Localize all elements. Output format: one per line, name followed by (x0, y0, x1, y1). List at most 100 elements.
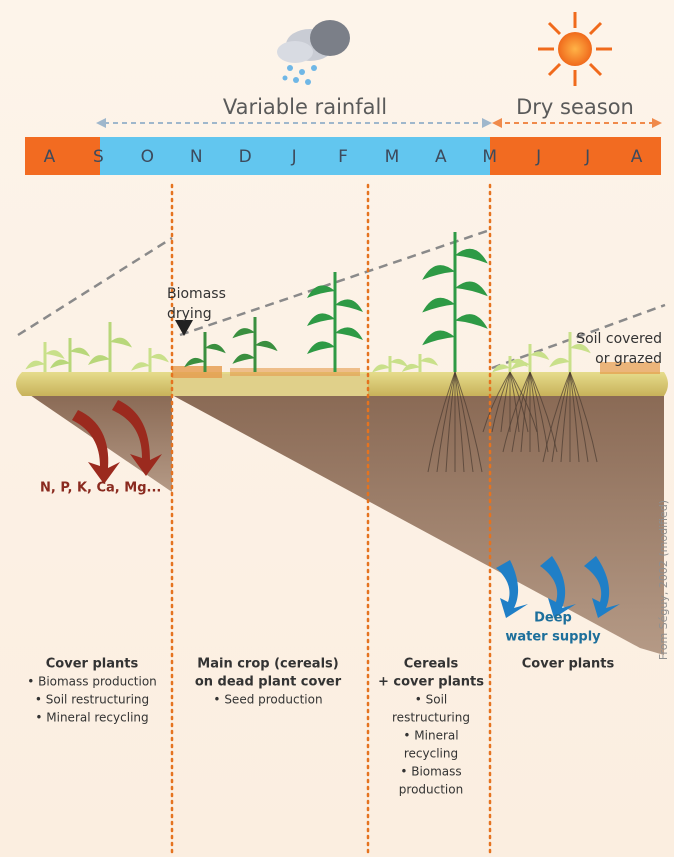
soil-right (172, 395, 664, 655)
leaf (25, 360, 45, 370)
leaf (45, 350, 65, 359)
plant (88, 322, 132, 372)
leaf (232, 353, 255, 364)
plant (401, 354, 439, 373)
root (436, 371, 456, 473)
leaf (255, 340, 278, 352)
leaf (422, 297, 455, 313)
leaf (307, 313, 335, 326)
separators (170, 183, 492, 857)
root (509, 371, 520, 433)
root (569, 371, 589, 463)
root (454, 371, 474, 473)
column-title: + cover plants (378, 675, 484, 690)
root (509, 371, 529, 433)
leaf (110, 337, 132, 348)
column-title: Cover plants (522, 657, 615, 672)
dry-biomass (230, 368, 360, 376)
leaf (70, 347, 91, 357)
leaf (492, 364, 510, 373)
month-label: N (190, 147, 203, 167)
rain-band (100, 137, 490, 175)
column-item: • Biomass (400, 765, 461, 779)
season-label: Variable rainfall (223, 95, 387, 119)
plant (542, 332, 598, 463)
leaf (372, 364, 390, 373)
month-label: M (482, 147, 497, 167)
leaf (232, 328, 255, 339)
plant (307, 272, 363, 372)
leaf (549, 357, 570, 368)
cloud-icon (277, 20, 350, 85)
month-label: A (631, 147, 643, 167)
month-label: F (338, 147, 348, 167)
root (491, 371, 511, 433)
root (511, 371, 531, 453)
leaf (307, 285, 335, 298)
leaf (455, 248, 488, 264)
column-title: Cover plants (46, 657, 139, 672)
column-item: production (399, 783, 463, 797)
plant (184, 332, 226, 372)
leaf (455, 281, 488, 297)
month-label: A (435, 147, 447, 167)
annotation: water supply (505, 630, 601, 645)
plant (49, 338, 91, 372)
root (542, 371, 571, 463)
column-item: • Soil (415, 693, 448, 707)
annotation: drying (167, 306, 212, 322)
leaf (88, 355, 110, 365)
month-label: S (93, 147, 104, 167)
leaf (335, 327, 363, 340)
leaf (530, 351, 550, 361)
column-item: restructuring (392, 711, 470, 725)
leaf (509, 358, 528, 367)
column-title: Cereals (404, 657, 459, 672)
annotation: Deep (534, 611, 572, 626)
leaf (570, 343, 591, 354)
root (551, 371, 571, 463)
leaf (335, 299, 363, 312)
leaf (422, 330, 455, 346)
root (445, 371, 456, 473)
leaf (184, 357, 205, 368)
water-arrows (496, 556, 620, 618)
leaf (422, 265, 455, 280)
mineral-label: N, P, K, Ca, Mg... (40, 481, 161, 496)
season-label: Dry season (516, 95, 634, 119)
root (560, 371, 571, 463)
annotation: or grazed (595, 351, 662, 367)
plant (482, 356, 538, 433)
sun-icon (538, 12, 612, 86)
leaf (49, 359, 70, 369)
plant (25, 342, 65, 372)
root (509, 371, 538, 433)
month-label: J (584, 147, 590, 167)
growth-lines (17, 228, 666, 370)
mulch (172, 374, 368, 396)
leaf (401, 363, 420, 373)
dry-biomass (172, 366, 222, 378)
root (569, 371, 580, 463)
column-item: • Biomass production (27, 675, 157, 689)
column-title: Main crop (cereals) (197, 657, 338, 672)
dry-biomass (600, 362, 660, 374)
root (454, 371, 483, 473)
month-label: J (535, 147, 541, 167)
annotation: Biomass (167, 286, 226, 302)
column-item: • Mineral recycling (35, 711, 148, 725)
annotation: Soil covered (576, 331, 662, 347)
column-item: • Soil restructuring (35, 693, 149, 707)
leaf (390, 358, 408, 367)
leaf (131, 362, 150, 371)
leaf (307, 341, 335, 354)
month-label: O (141, 147, 154, 167)
root (569, 371, 598, 463)
root (482, 371, 511, 433)
month-label: A (44, 147, 56, 167)
column-item: • Seed production (213, 693, 322, 707)
column-item: • Mineral (403, 729, 458, 743)
column-title: on dead plant cover (195, 675, 342, 690)
root (520, 371, 531, 453)
